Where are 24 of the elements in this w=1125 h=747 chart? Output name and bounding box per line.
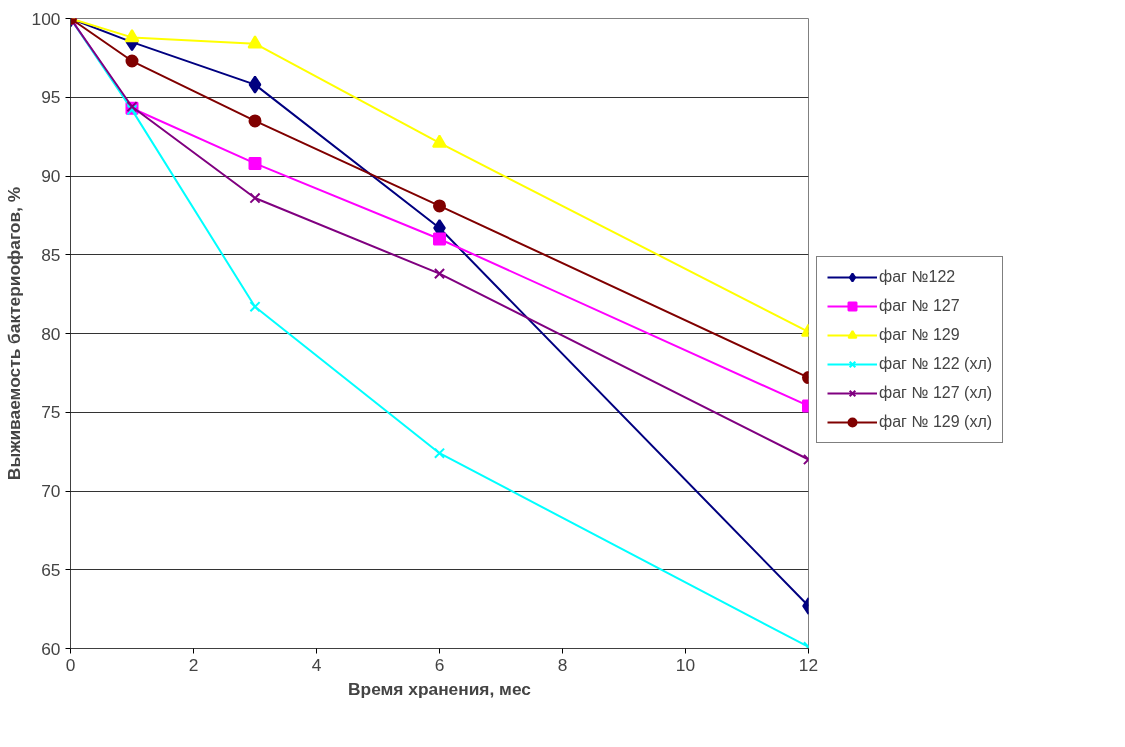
legend-label: фаг №122 [879,268,956,286]
y-axis-title: Выживаемость бактериофагов, % [3,186,24,481]
legend-label: фаг № 127 (хл) [879,384,993,402]
legend-label: фаг № 127 [879,297,960,315]
x-axis-title: Время хранения, мес [348,678,532,699]
y-tick-label: 65 [41,559,61,580]
y-tick-label: 100 [31,8,61,29]
x-tick-label: 10 [675,654,696,675]
x-tick-label: 6 [434,654,445,675]
legend-label: фаг № 129 (хл) [879,413,993,431]
y-tick-label: 95 [41,87,61,108]
x-tick-label: 12 [798,654,819,675]
y-tick-label: 90 [41,166,61,186]
x-tick-label: 4 [311,654,322,675]
x-tick-label: 0 [65,654,76,675]
y-tick-label: 70 [41,481,61,501]
y-tick-label: 60 [41,638,61,659]
y-tick-label: 85 [41,244,61,265]
legend-label: фаг № 129 [879,326,960,344]
x-tick-label: 8 [557,654,568,675]
legend-label: фаг № 122 (хл) [879,355,993,373]
x-tick-label: 2 [188,654,199,675]
y-tick-label: 80 [41,323,61,344]
y-tick-label: 75 [41,402,61,423]
